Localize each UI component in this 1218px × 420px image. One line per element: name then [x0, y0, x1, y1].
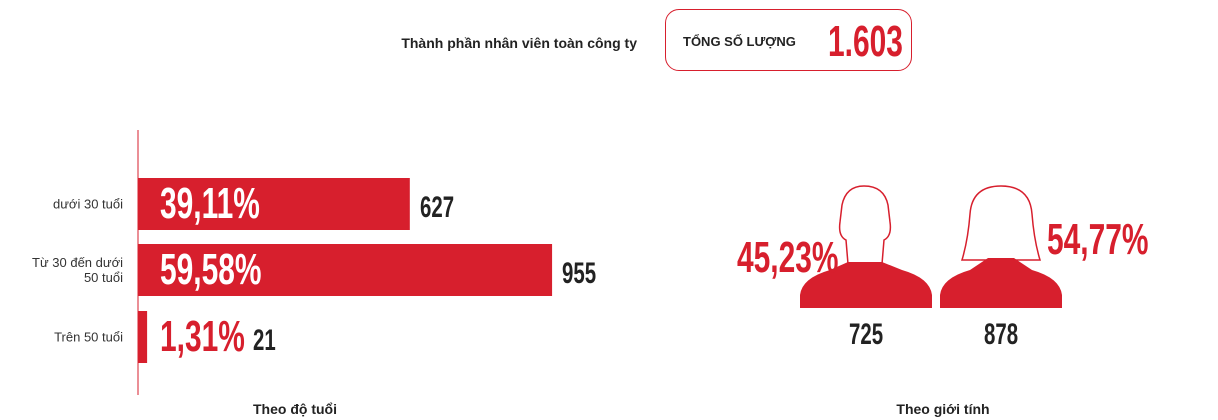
icon-part: [800, 262, 932, 308]
total-box: [665, 9, 912, 71]
page-title: Thành phần nhân viên toàn công ty: [401, 35, 637, 51]
bar: [138, 311, 148, 363]
icon-part: [838, 185, 892, 265]
count-label: 955: [562, 257, 597, 290]
value-label: 1,31%: [160, 312, 245, 361]
chart-title: Theo giới tính: [896, 401, 990, 417]
chart-title: Theo độ tuổi: [253, 401, 337, 417]
person-icon: [800, 185, 932, 308]
value-label: 39,11%: [160, 179, 260, 228]
count-label: 725: [848, 318, 884, 351]
person-icon: [940, 185, 1062, 308]
total-label: TỔNG SỐ LƯỢNG: [683, 34, 796, 49]
category-label: Trên 50 tuổi: [54, 329, 123, 345]
value-label: 45,23%: [736, 233, 838, 282]
count-label: 21: [252, 324, 276, 357]
value-label: 59,58%: [160, 245, 262, 294]
value-label: 54,77%: [1047, 215, 1149, 264]
total-value: 1.603: [828, 17, 903, 66]
category-label: dưới 30 tuổi: [53, 196, 123, 212]
bar: [138, 244, 553, 296]
count-label: 627: [419, 191, 454, 224]
category-label: Từ 30 đến dưới 50 tuổi: [32, 255, 123, 285]
count-label: 878: [983, 318, 1019, 351]
icon-part: [960, 185, 1042, 261]
bar: [138, 178, 410, 230]
icon-part: [940, 258, 1062, 308]
